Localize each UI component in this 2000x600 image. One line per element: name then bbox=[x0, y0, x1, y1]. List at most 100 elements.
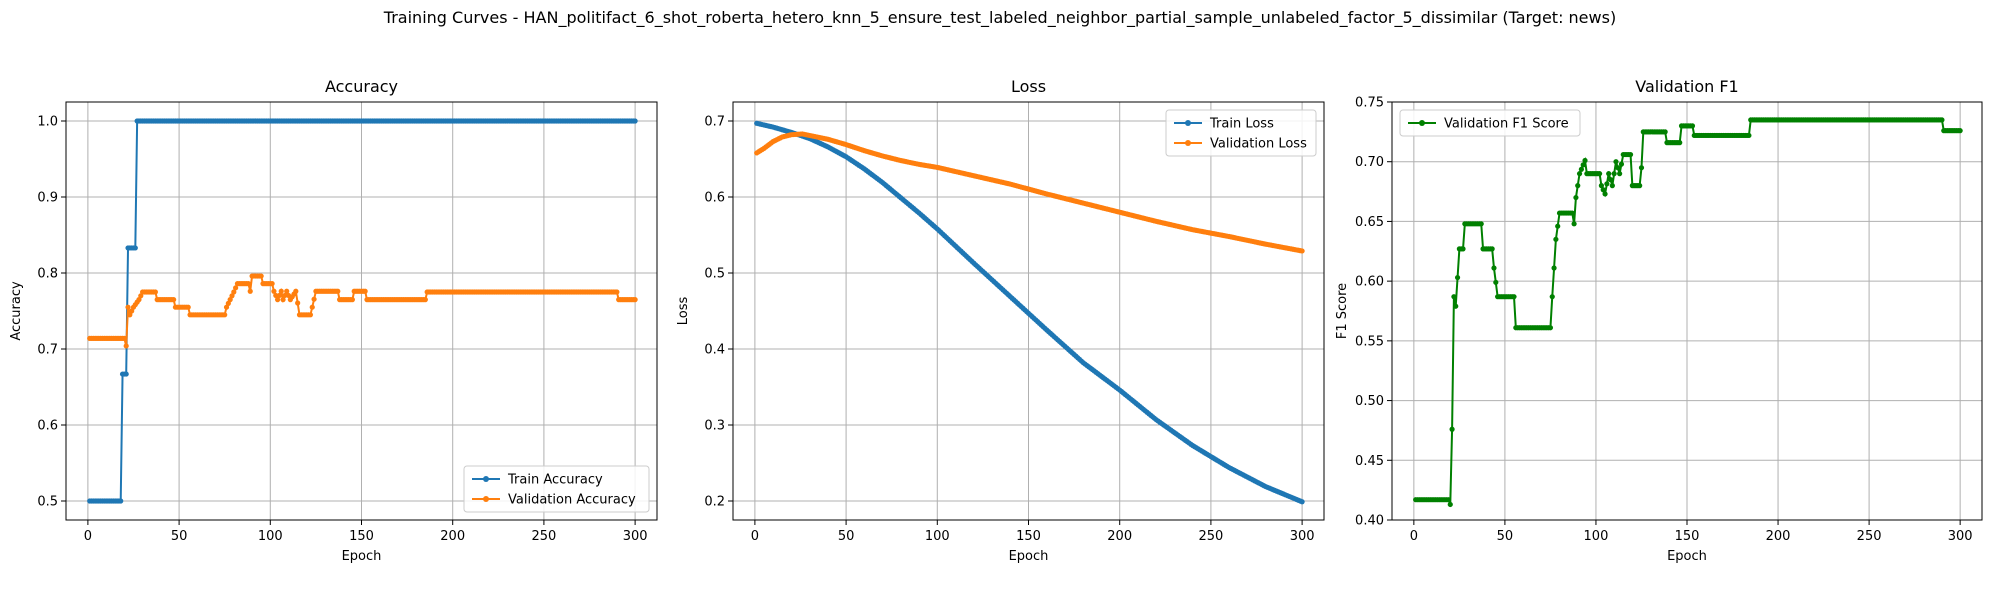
x-tick-label: 150 bbox=[349, 529, 374, 544]
legend-box bbox=[1165, 109, 1317, 157]
y-tick-label: 0.4 bbox=[704, 343, 725, 358]
chart-panel-3: 0 50 100 150 200 250 300 0.40 0.45 0.50 0.55 0.60 0.… bbox=[1335, 77, 1983, 564]
data-point bbox=[1489, 246, 1495, 252]
data-point bbox=[280, 297, 286, 303]
y-tick-label: 0.60 bbox=[1355, 275, 1384, 290]
y-tick-label: 0.40 bbox=[1355, 514, 1384, 529]
data-point bbox=[118, 498, 124, 504]
legend: Train Loss Validation Loss bbox=[1165, 109, 1317, 157]
y-axis-label: F1 Score bbox=[1335, 283, 1350, 339]
data-point bbox=[1547, 325, 1554, 331]
data-point bbox=[123, 343, 129, 349]
x-tick-label: 50 bbox=[1497, 529, 1514, 544]
chart-title: Loss bbox=[1011, 77, 1046, 96]
data-point bbox=[1638, 165, 1645, 171]
y-tick-label: 0.3 bbox=[704, 419, 725, 434]
x-tick-label: 300 bbox=[1290, 529, 1315, 544]
x-tick-label: 300 bbox=[1948, 529, 1973, 544]
data-point bbox=[1478, 221, 1484, 227]
data-point bbox=[1449, 426, 1455, 432]
data-point bbox=[231, 289, 237, 295]
legend-box bbox=[1399, 109, 1581, 137]
data-point bbox=[1602, 191, 1608, 197]
data-point bbox=[1596, 171, 1603, 177]
data-point bbox=[1662, 129, 1668, 135]
data-point bbox=[258, 273, 264, 279]
data-point bbox=[1598, 183, 1605, 189]
data-point bbox=[1571, 221, 1577, 227]
data-point bbox=[1511, 294, 1517, 300]
data-point bbox=[1600, 187, 1606, 193]
y-axis-label: Accuracy bbox=[9, 281, 24, 341]
data-point bbox=[1689, 123, 1696, 129]
x-tick-label: 100 bbox=[1584, 529, 1609, 544]
legend-marker bbox=[1419, 120, 1425, 126]
x-tick-label: 250 bbox=[531, 529, 556, 544]
data-point bbox=[422, 297, 428, 303]
data-point bbox=[1299, 248, 1305, 254]
data-point bbox=[1553, 236, 1559, 242]
x-axis-label: Epoch bbox=[342, 549, 382, 564]
data-point bbox=[233, 285, 239, 291]
data-point bbox=[1578, 166, 1584, 172]
legend-marker bbox=[483, 476, 489, 482]
y-axis-label: Loss bbox=[676, 297, 691, 326]
data-point bbox=[293, 288, 299, 294]
data-point bbox=[125, 304, 131, 310]
data-point bbox=[614, 289, 620, 295]
x-tick-label: 300 bbox=[623, 529, 648, 544]
data-point bbox=[632, 297, 638, 303]
data-point bbox=[295, 300, 301, 306]
y-tick-label: 1.0 bbox=[37, 115, 58, 130]
data-point bbox=[1447, 501, 1453, 508]
series-markers-1 bbox=[87, 118, 638, 504]
x-tick-label: 0 bbox=[1410, 529, 1418, 544]
data-point bbox=[1582, 157, 1588, 164]
data-point bbox=[1454, 274, 1461, 281]
data-point bbox=[1576, 171, 1583, 177]
legend-marker bbox=[483, 496, 489, 502]
data-point bbox=[1613, 159, 1619, 165]
y-tick-label: 0.7 bbox=[37, 343, 58, 358]
series-markers-1 bbox=[1413, 117, 1963, 508]
data-point bbox=[1493, 279, 1499, 285]
y-tick-label: 0.70 bbox=[1355, 155, 1384, 170]
chart-title: Accuracy bbox=[325, 77, 398, 96]
x-tick-label: 200 bbox=[1766, 529, 1791, 544]
data-point bbox=[271, 288, 277, 294]
data-point bbox=[1453, 303, 1459, 309]
data-point bbox=[1604, 181, 1610, 187]
legend-entry: Train Accuracy bbox=[507, 473, 603, 488]
x-tick-label: 150 bbox=[1016, 529, 1041, 544]
x-tick-label: 200 bbox=[440, 529, 465, 544]
data-point bbox=[1637, 183, 1643, 189]
data-point bbox=[1549, 294, 1555, 300]
x-tick-label: 250 bbox=[1857, 529, 1882, 544]
x-tick-label: 0 bbox=[84, 529, 92, 544]
y-tick-label: 0.65 bbox=[1355, 215, 1384, 230]
data-point bbox=[1618, 161, 1625, 167]
legend-marker bbox=[1185, 120, 1191, 126]
y-tick-label: 0.75 bbox=[1355, 96, 1384, 111]
data-point bbox=[1617, 171, 1623, 177]
data-point bbox=[1575, 183, 1581, 189]
series-line-1 bbox=[1415, 118, 1961, 505]
data-point bbox=[1491, 265, 1497, 271]
data-point bbox=[1580, 162, 1586, 168]
data-point bbox=[335, 288, 341, 294]
y-tick-label: 0.45 bbox=[1355, 454, 1384, 469]
data-point bbox=[1460, 246, 1466, 252]
data-point bbox=[1451, 294, 1457, 300]
chart-title: Validation F1 bbox=[1635, 77, 1738, 96]
data-point bbox=[152, 289, 158, 295]
y-tick-label: 0.7 bbox=[704, 115, 725, 130]
data-point bbox=[1551, 265, 1557, 271]
x-axis-label: Epoch bbox=[1009, 549, 1049, 564]
data-point bbox=[1606, 171, 1612, 177]
data-point bbox=[284, 288, 290, 294]
x-axis-label: Epoch bbox=[1667, 549, 1707, 564]
series-markers-1 bbox=[754, 120, 1305, 505]
data-point bbox=[1299, 499, 1305, 505]
